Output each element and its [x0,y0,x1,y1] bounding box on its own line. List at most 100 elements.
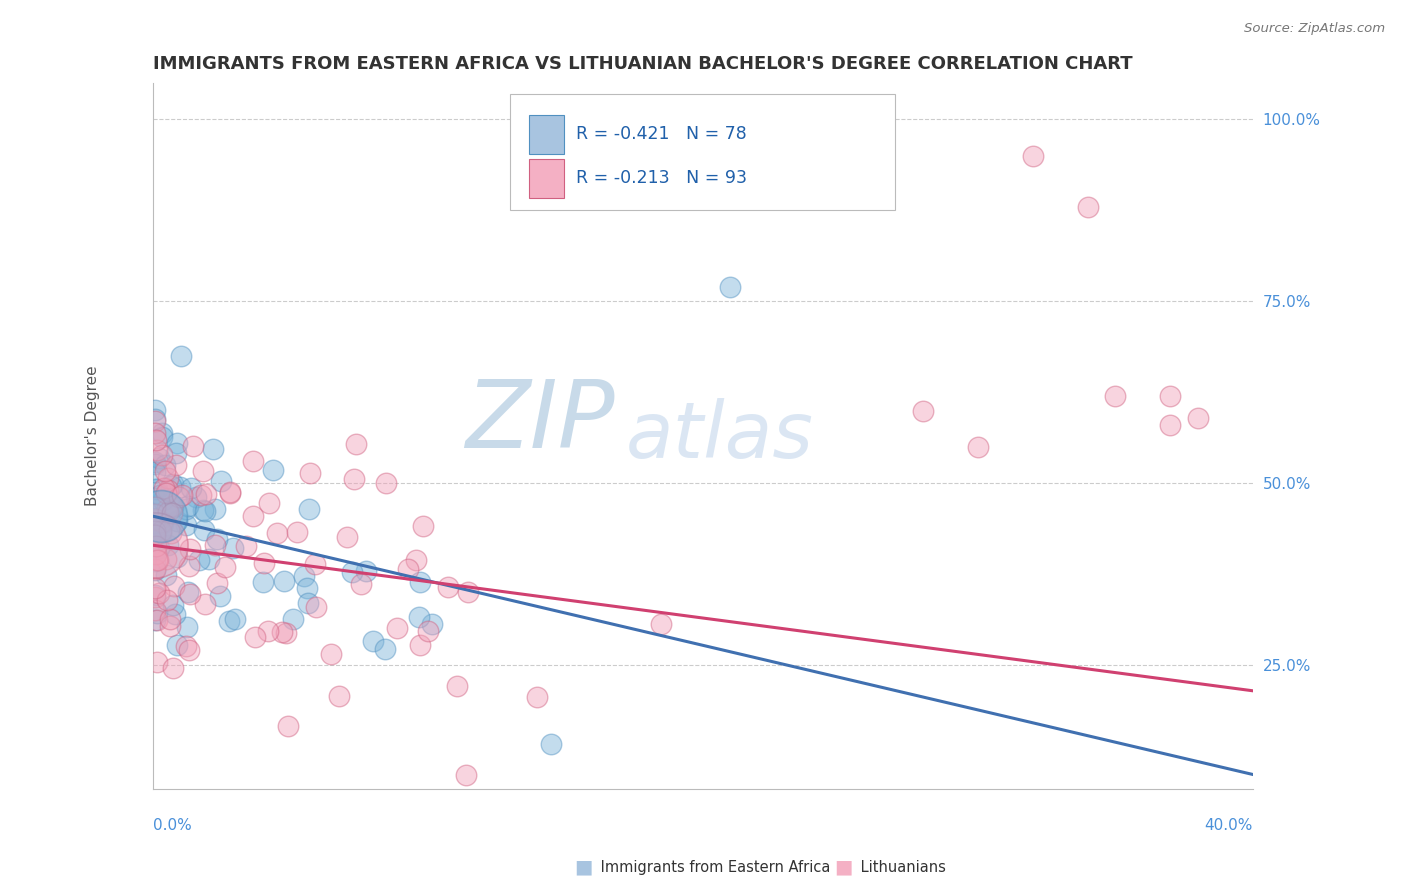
Point [160,500,183,514]
Text: IMMIGRANTS FROM EASTERN AFRICA VS LITHUANIAN BACHELOR'S DEGREE CORRELATION CHART: IMMIGRANTS FROM EASTERN AFRICA VS LITHUA… [153,55,1132,73]
Point [146,655,169,669]
Point [396,562,419,576]
Point [243,630,266,644]
Point [446,679,468,693]
Point [305,600,328,615]
Point [252,574,274,589]
Point [145,457,167,471]
Point [335,530,357,544]
Point [145,426,167,441]
Point [162,598,184,612]
Point [271,625,294,640]
Point [145,483,167,497]
Point [145,491,167,505]
Point [298,501,321,516]
Text: Source: ZipAtlas.com: Source: ZipAtlas.com [1244,22,1385,36]
Point [350,577,373,591]
Point [292,569,315,583]
Point [298,467,321,481]
Point [152,516,174,530]
FancyBboxPatch shape [510,94,896,211]
Point [409,574,432,589]
Point [209,589,232,603]
Point [374,475,396,490]
FancyBboxPatch shape [529,115,564,153]
Point [150,526,173,541]
Point [172,488,194,502]
Point [412,518,434,533]
Point [145,613,167,627]
Point [205,532,228,546]
Point [163,579,186,593]
Point [262,462,284,476]
Point [1104,389,1126,403]
Point [204,538,226,552]
Point [160,479,183,493]
Point [150,524,173,539]
Point [145,434,167,448]
Point [145,500,167,514]
Text: 0.0%: 0.0% [153,818,191,833]
Point [174,639,197,653]
Point [155,567,177,582]
Point [454,767,477,781]
Point [540,737,562,751]
Point [162,476,184,491]
Point [1187,410,1209,425]
Point [145,581,167,595]
Point [437,580,460,594]
Point [145,554,167,568]
Point [162,661,184,675]
Point [152,492,174,507]
Point [145,412,167,426]
Point [153,458,176,472]
Text: R = -0.213   N = 93: R = -0.213 N = 93 [576,169,748,187]
Point [155,552,177,566]
Point [321,647,343,661]
Point [242,508,264,523]
Point [157,538,180,552]
Point [194,504,217,518]
Point [145,506,167,520]
Point [145,512,167,526]
Point [165,607,187,621]
Point [149,488,172,502]
Point [259,496,281,510]
Point [148,586,170,600]
Point [145,603,167,617]
Point [209,474,232,488]
Point [145,516,167,530]
Point [157,524,180,538]
Point [148,541,170,555]
Point [177,500,200,514]
Point [145,588,167,602]
Point [180,481,202,495]
Point [405,553,427,567]
Point [207,576,229,591]
Point [218,485,240,500]
Point [159,619,181,633]
Point [145,547,167,561]
Point [145,539,167,553]
Point [273,574,295,589]
Point [145,614,167,628]
Point [174,517,197,532]
Point [297,581,319,595]
Point [191,464,214,478]
Point [194,597,217,611]
Point [328,690,350,704]
Point [160,500,183,515]
Point [252,556,274,570]
FancyBboxPatch shape [529,160,564,198]
Point [418,624,440,638]
Point [218,614,240,628]
Point [156,506,179,520]
Point [266,526,288,541]
Point [166,514,188,528]
Point [235,539,257,553]
Point [165,458,187,472]
Point [148,450,170,465]
Point [195,487,218,501]
Point [145,546,167,560]
Point [145,524,167,538]
